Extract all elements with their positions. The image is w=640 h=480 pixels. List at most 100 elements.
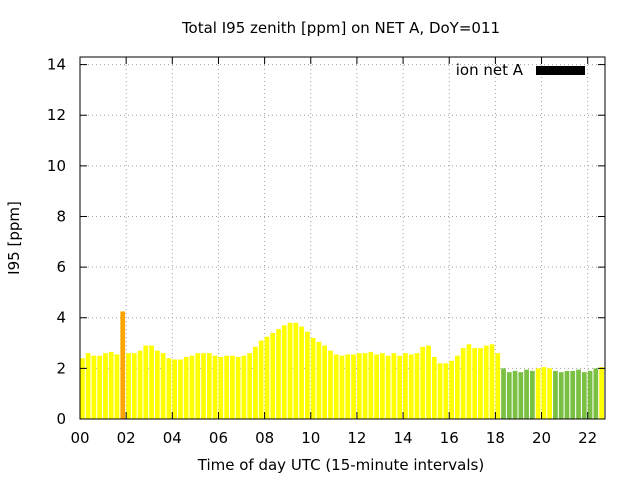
bar — [253, 346, 258, 419]
bar — [120, 311, 126, 419]
bar — [541, 367, 547, 419]
bar — [501, 368, 506, 419]
bar — [114, 354, 120, 419]
x-tick-labels: 00 02 04 06 08 10 12 14 16 18 20 22 — [70, 429, 597, 447]
bar — [328, 350, 333, 419]
bar — [420, 346, 426, 419]
bar — [322, 345, 328, 419]
bar — [218, 356, 224, 419]
bar — [391, 353, 397, 419]
bar — [385, 355, 391, 419]
legend: ion net A — [456, 61, 585, 79]
y-tick-label: 14 — [47, 56, 66, 74]
bar — [206, 353, 212, 419]
bar — [155, 350, 160, 419]
x-tick-label: 06 — [209, 429, 228, 447]
bar — [183, 356, 189, 419]
bar — [564, 370, 570, 419]
bar — [558, 372, 564, 419]
x-tick-label: 04 — [163, 429, 182, 447]
x-tick-label: 08 — [255, 429, 274, 447]
bars — [80, 311, 604, 419]
bar — [443, 363, 449, 419]
bar — [195, 353, 201, 419]
bar — [495, 353, 501, 419]
bar — [212, 355, 218, 419]
bar — [345, 354, 351, 419]
bar — [270, 332, 276, 419]
chart-title: Total I95 zenith [ppm] on NET A, DoY=011 — [181, 19, 500, 37]
legend-label: ion net A — [456, 61, 524, 79]
x-tick-label: 22 — [578, 429, 597, 447]
bar — [581, 372, 587, 419]
bar — [235, 356, 241, 419]
bar — [137, 350, 143, 419]
bar — [599, 367, 604, 419]
bar — [316, 341, 322, 419]
bar — [374, 354, 379, 419]
bar — [276, 329, 281, 419]
x-tick-label: 14 — [394, 429, 413, 447]
bar — [264, 336, 270, 419]
y-tick-labels: 0 2 4 6 8 10 12 14 — [47, 56, 66, 428]
bar — [172, 359, 178, 419]
bar — [478, 348, 483, 419]
bar — [310, 337, 316, 419]
bar — [524, 369, 529, 419]
grid — [80, 57, 605, 419]
legend-swatch — [536, 66, 585, 75]
y-tick-label: 4 — [56, 309, 66, 327]
bar — [166, 358, 172, 419]
x-tick-label: 12 — [347, 429, 366, 447]
bar — [547, 368, 553, 419]
plot-frame — [79, 56, 606, 420]
y-tick-label: 2 — [56, 359, 66, 377]
bar — [224, 355, 229, 419]
bar — [189, 355, 195, 419]
x-tick-label: 20 — [532, 429, 551, 447]
bar — [593, 368, 599, 419]
bar — [126, 353, 131, 419]
bar — [80, 358, 85, 419]
bar — [414, 353, 420, 419]
bar — [103, 353, 108, 419]
x-tick-label: 10 — [301, 429, 320, 447]
bar — [230, 355, 235, 419]
bar — [553, 370, 558, 419]
bar — [472, 348, 478, 419]
bar — [97, 355, 103, 419]
bar — [576, 369, 581, 419]
x-tick-label: 02 — [117, 429, 136, 447]
bar — [570, 370, 576, 419]
bar — [287, 322, 293, 419]
bar — [356, 353, 362, 419]
bar — [91, 355, 97, 419]
bar — [380, 353, 385, 419]
bar — [408, 354, 414, 419]
y-tick-label: 8 — [56, 207, 66, 225]
bar — [587, 370, 593, 419]
bar — [489, 344, 495, 419]
bar — [506, 372, 512, 419]
bar — [535, 368, 541, 419]
bar — [431, 356, 437, 419]
y-tick-label: 6 — [56, 258, 66, 276]
bar — [247, 353, 253, 419]
y-tick-label: 12 — [47, 106, 66, 124]
bar — [512, 370, 518, 419]
bar — [339, 355, 345, 419]
y-axis-label: I95 [ppm] — [5, 201, 23, 275]
bar — [437, 363, 443, 419]
x-tick-label: 18 — [486, 429, 505, 447]
bar — [333, 354, 339, 419]
bar — [362, 353, 368, 419]
bar — [305, 331, 310, 419]
bar — [483, 345, 489, 419]
x-tick-label: 16 — [440, 429, 459, 447]
bar — [149, 345, 154, 419]
bar — [108, 351, 114, 419]
x-tick-label: 00 — [70, 429, 89, 447]
bar — [397, 355, 403, 419]
bar — [518, 372, 524, 419]
